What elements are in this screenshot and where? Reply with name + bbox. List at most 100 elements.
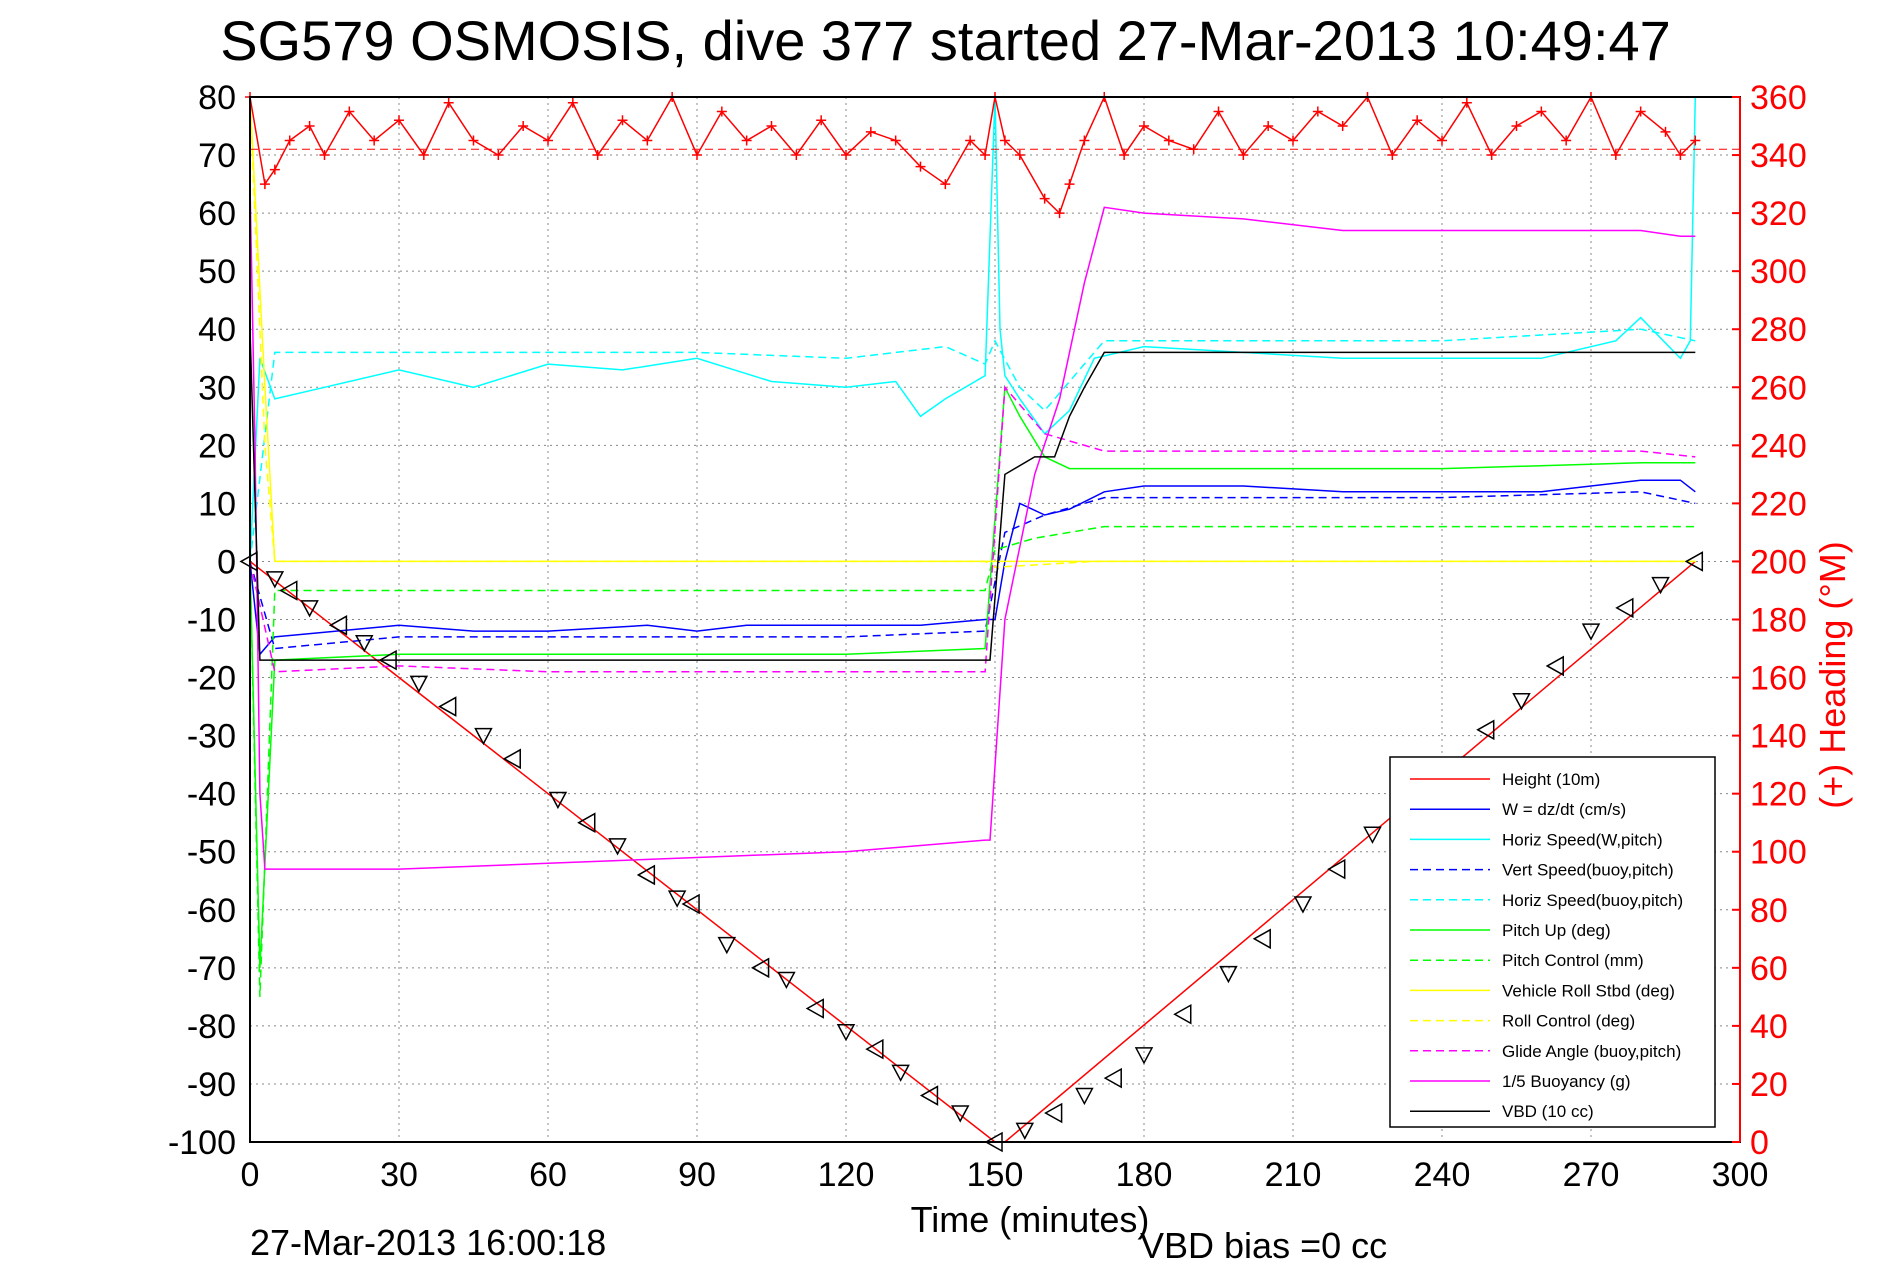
legend-label: Vehicle Roll Stbd (deg) (1502, 981, 1675, 1000)
y-tick-label: -60 (187, 892, 236, 930)
right-tick-label: 60 (1750, 950, 1788, 988)
profile-marker (502, 748, 521, 770)
heading-point (1690, 135, 1701, 146)
profile-marker (548, 791, 568, 810)
profile-marker (919, 1085, 939, 1106)
profile-marker (751, 957, 770, 979)
right-tick-label: 340 (1750, 137, 1807, 175)
profile-marker (1615, 597, 1634, 619)
profile-marker (777, 971, 796, 990)
heading-point (965, 135, 976, 146)
series-roll-control-deg (249, 96, 1696, 569)
series-horiz-speed-w-pitch (249, 96, 1697, 562)
profile-marker (1651, 576, 1670, 595)
y-tick-label: 50 (198, 253, 236, 291)
heading-point (1561, 135, 1572, 146)
x-tick-label: 180 (1116, 1156, 1173, 1194)
profile-marker (608, 838, 627, 856)
heading-point (1660, 126, 1671, 137)
x-tick-label: 0 (241, 1156, 260, 1194)
heading-point (1213, 106, 1224, 117)
profile-marker (474, 727, 493, 746)
profile-marker (717, 936, 737, 955)
y-tick-label: -30 (187, 718, 236, 756)
legend-label: Vert Speed(buoy,pitch) (1502, 861, 1674, 880)
chart-legend: Height (10m) W = dz/dt (cm/s) Horiz Speed(… (1389, 756, 1716, 1128)
profile-marker (836, 1023, 856, 1042)
heading-point (1263, 121, 1274, 132)
profile-marker (1219, 965, 1238, 984)
profile-marker (1684, 551, 1704, 572)
profile-marker (1103, 1067, 1122, 1089)
heading-point (1238, 150, 1249, 161)
y-tick-label: 0 (217, 543, 236, 581)
y-tick-label: -20 (187, 660, 236, 698)
heading-point (1039, 193, 1050, 204)
right-tick-label: 140 (1750, 718, 1807, 756)
series-w-dz-dt-cm-s (249, 479, 1696, 657)
heading-point (1511, 121, 1522, 132)
heading-point (999, 135, 1010, 146)
heading-point (1119, 150, 1130, 161)
heading-point (443, 97, 454, 108)
series-pitch-control-mm (249, 525, 1696, 997)
legend-label: Horiz Speed(buoy,pitch) (1502, 891, 1683, 910)
y-tick-label: -100 (168, 1124, 236, 1162)
profile-marker (328, 615, 348, 636)
profile-marker (891, 1064, 910, 1082)
legend-label: 1/5 Buoyancy (g) (1502, 1072, 1631, 1091)
profile-marker (1075, 1087, 1094, 1106)
right-tick-label: 280 (1750, 311, 1807, 349)
profile-marker (1545, 655, 1564, 677)
heading-point (1412, 115, 1423, 126)
profile-marker (1327, 858, 1346, 880)
heading-point (1312, 106, 1323, 117)
heading-point (915, 161, 926, 172)
heading-point (1064, 179, 1075, 190)
heading-point (543, 135, 553, 146)
right-tick-label: 40 (1750, 1008, 1788, 1046)
right-axis-label: (+) Heading (°M) (1812, 541, 1853, 808)
heading-point (344, 106, 355, 117)
heading-point (865, 126, 876, 137)
heading-point (940, 179, 951, 190)
y-tick-label: 30 (198, 369, 236, 407)
right-tick-label: 20 (1750, 1066, 1788, 1104)
heading-point (1163, 135, 1174, 146)
legend-label: VBD (10 cc) (1502, 1102, 1594, 1121)
y-tick-label: 70 (198, 137, 236, 175)
series-vert-speed-buoy-pitch (249, 491, 1696, 650)
x-tick-label: 150 (967, 1156, 1024, 1194)
right-tick-label: 0 (1750, 1124, 1769, 1162)
y-tick-label: -70 (187, 950, 236, 988)
right-tick-label: 240 (1750, 427, 1807, 465)
legend-label: W = dz/dt (cm/s) (1502, 800, 1626, 819)
y-tick-label: -10 (187, 602, 236, 640)
profile-marker (1293, 896, 1313, 914)
x-tick-label: 30 (380, 1156, 418, 1194)
heading-point (418, 150, 429, 161)
heading-point (1536, 106, 1547, 117)
right-tick-label: 260 (1750, 369, 1807, 407)
chart-title: SG579 OSMOSIS, dive 377 started 27-Mar-2… (220, 9, 1671, 72)
heading-point (1054, 208, 1065, 219)
legend-label: Height (10m) (1502, 770, 1600, 789)
profile-marker (865, 1038, 884, 1060)
profile-marker (1134, 1047, 1154, 1065)
legend-label: Roll Control (deg) (1502, 1012, 1635, 1031)
right-tick-label: 320 (1750, 195, 1807, 233)
heading-point (468, 135, 479, 146)
x-tick-label: 210 (1265, 1156, 1322, 1194)
profile-marker (378, 649, 397, 671)
right-tick-label: 180 (1750, 602, 1807, 640)
profile-marker (636, 864, 656, 886)
profile-marker (1173, 1003, 1192, 1025)
x-tick-label: 60 (529, 1156, 567, 1194)
profile-marker (300, 600, 319, 618)
heading-point (1635, 106, 1646, 117)
series-1-5-buoyancy-g (249, 184, 1696, 870)
x-tick-label: 240 (1414, 1156, 1471, 1194)
profile-marker (265, 571, 285, 589)
profile-marker (1363, 826, 1382, 844)
